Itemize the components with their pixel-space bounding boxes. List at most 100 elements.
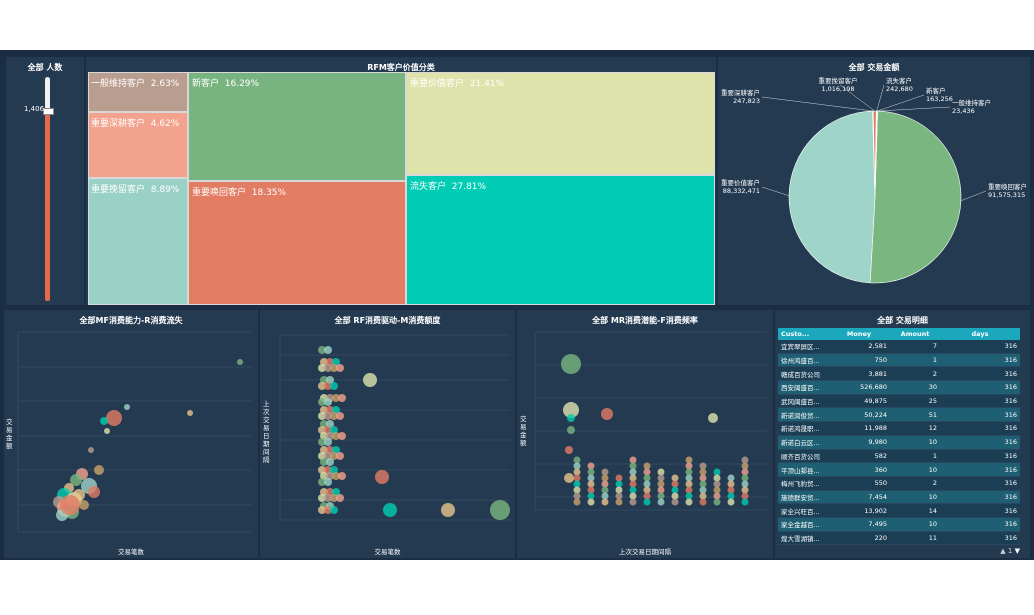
scatter-point[interactable] [318,506,326,514]
table-pager[interactable]: ▲ 1 ▼ [1000,547,1020,555]
table-row[interactable]: 煌大雪湖镇... 220 11 316 [778,531,1020,546]
scatter-point[interactable] [685,474,693,482]
scatter-point[interactable] [615,480,623,488]
scatter-point[interactable] [601,498,609,506]
col-amount[interactable]: Amount [890,328,940,340]
table-row[interactable]: 新诺鸿晟职... 11,988 12 316 [778,421,1020,436]
scatter-point[interactable] [587,498,595,506]
slider-track[interactable] [43,77,54,301]
scatter-point[interactable] [741,486,749,494]
scatter-point[interactable] [629,456,637,464]
treemap-cell-一般维持[interactable]: 一般维持客户 2.63% [88,72,188,112]
scatter-point[interactable] [104,428,110,434]
treemap-cell-重要深耕[interactable]: 重要深耕客户 4.62% [88,112,188,178]
scatter-point[interactable] [643,468,651,476]
scatter-point[interactable] [713,492,721,500]
scatter-point[interactable] [657,492,665,500]
scatter-point[interactable] [187,410,193,416]
scatter-point[interactable] [741,468,749,476]
scatter-point[interactable] [324,346,332,354]
scatter-point[interactable] [573,498,581,506]
scatter-point[interactable] [741,462,749,470]
scatter-point[interactable] [332,394,340,402]
pager-prev-icon[interactable]: ▲ [1000,547,1006,555]
scatter-point[interactable] [587,468,595,476]
table-row[interactable]: 赣成百货公司 3,881 2 316 [778,366,1020,382]
scatter-point[interactable] [363,373,377,387]
table-row[interactable]: 徐州鸿盛百... 750 1 316 [778,353,1020,368]
scatter-point[interactable] [708,413,718,423]
scatter-point[interactable] [657,486,665,494]
scatter-point[interactable] [324,398,332,406]
scatter-point[interactable] [567,414,575,422]
scatter-point[interactable] [318,382,326,390]
scatter-point[interactable] [330,452,338,460]
scatter-point[interactable] [324,364,332,372]
scatter-point[interactable] [601,480,609,488]
scatter-point[interactable] [741,498,749,506]
scatter-point[interactable] [320,458,328,466]
scatter-point[interactable] [106,410,122,426]
table-row[interactable]: 家全兴旺百... 13,902 14 316 [778,503,1020,518]
scatter-point[interactable] [699,468,707,476]
scatter-point[interactable] [643,462,651,470]
scatter-point[interactable] [615,492,623,500]
col-money[interactable]: Money [828,328,890,340]
table-row[interactable]: 新诺润俊贸... 50,224 51 316 [778,407,1020,423]
scatter-point[interactable] [383,503,397,517]
scatter-point[interactable] [441,503,455,517]
treemap-cell-流失[interactable]: 流失客户 27.81% [406,175,715,305]
scatter-point[interactable] [60,495,80,515]
scatter-point[interactable] [587,486,595,494]
scatter-point[interactable] [699,498,707,506]
table-row[interactable]: 平顶山郏县... 360 10 316 [778,462,1020,477]
scatter-point[interactable] [330,364,338,372]
scatter-point[interactable] [330,506,338,514]
scatter-point[interactable] [573,480,581,488]
scatter-point[interactable] [88,447,94,453]
scatter-point[interactable] [713,498,721,506]
scatter-point[interactable] [79,500,89,510]
scatter-point[interactable] [727,492,735,500]
scatter-point[interactable] [629,498,637,506]
scatter-point[interactable] [671,492,679,500]
scatter-point[interactable] [326,458,334,466]
scatter-point[interactable] [657,480,665,488]
slider-handle[interactable] [43,108,54,115]
scatter-point[interactable] [671,474,679,482]
treemap-cell-重要价值[interactable]: 重要价值客户 21.41% [406,72,715,175]
scatter-point[interactable] [587,480,595,488]
scatter-point[interactable] [601,486,609,494]
scatter-point[interactable] [699,486,707,494]
scatter-point[interactable] [324,478,332,486]
scatter-point[interactable] [685,480,693,488]
scatter-point[interactable] [330,382,338,390]
scatter-point[interactable] [563,402,579,418]
table-row[interactable]: 宜宾翠屏区... 2,581 7 316 [778,340,1020,354]
scatter-point[interactable] [561,354,581,374]
scatter-point[interactable] [324,494,332,502]
scatter-point[interactable] [324,506,332,514]
scatter-point[interactable] [629,468,637,476]
scatter-point[interactable] [330,494,338,502]
col-days[interactable]: days [940,328,1020,340]
scatter-point[interactable] [375,470,389,484]
scatter-point[interactable] [643,498,651,506]
scatter-point[interactable] [336,494,344,502]
scatter-point[interactable] [573,462,581,470]
pie-slice[interactable] [788,110,876,284]
scatter-point[interactable] [88,486,100,498]
scatter-point[interactable] [713,468,721,476]
scatter-point[interactable] [573,486,581,494]
scatter-point[interactable] [629,474,637,482]
treemap-cell-重要挽留[interactable]: 重要挽留客户 8.89% [88,178,188,305]
scatter-point[interactable] [573,468,581,476]
scatter-point[interactable] [573,456,581,464]
scatter-point[interactable] [601,474,609,482]
scatter-point[interactable] [94,465,104,475]
table-row[interactable]: 家全金越百... 7,495 10 316 [778,517,1020,532]
scatter-point[interactable] [332,472,340,480]
treemap-cell-重要唤回[interactable]: 重要唤回客户 18.35% [188,181,406,305]
scatter-point[interactable] [713,474,721,482]
col-customer[interactable]: Custo... [778,328,828,340]
